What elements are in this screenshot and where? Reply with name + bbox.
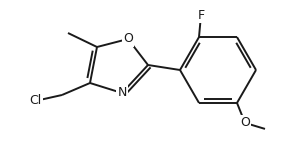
Text: Cl: Cl	[29, 95, 41, 108]
Text: O: O	[123, 33, 133, 46]
Text: N: N	[117, 86, 127, 100]
Text: O: O	[240, 116, 250, 129]
Text: F: F	[197, 9, 204, 22]
